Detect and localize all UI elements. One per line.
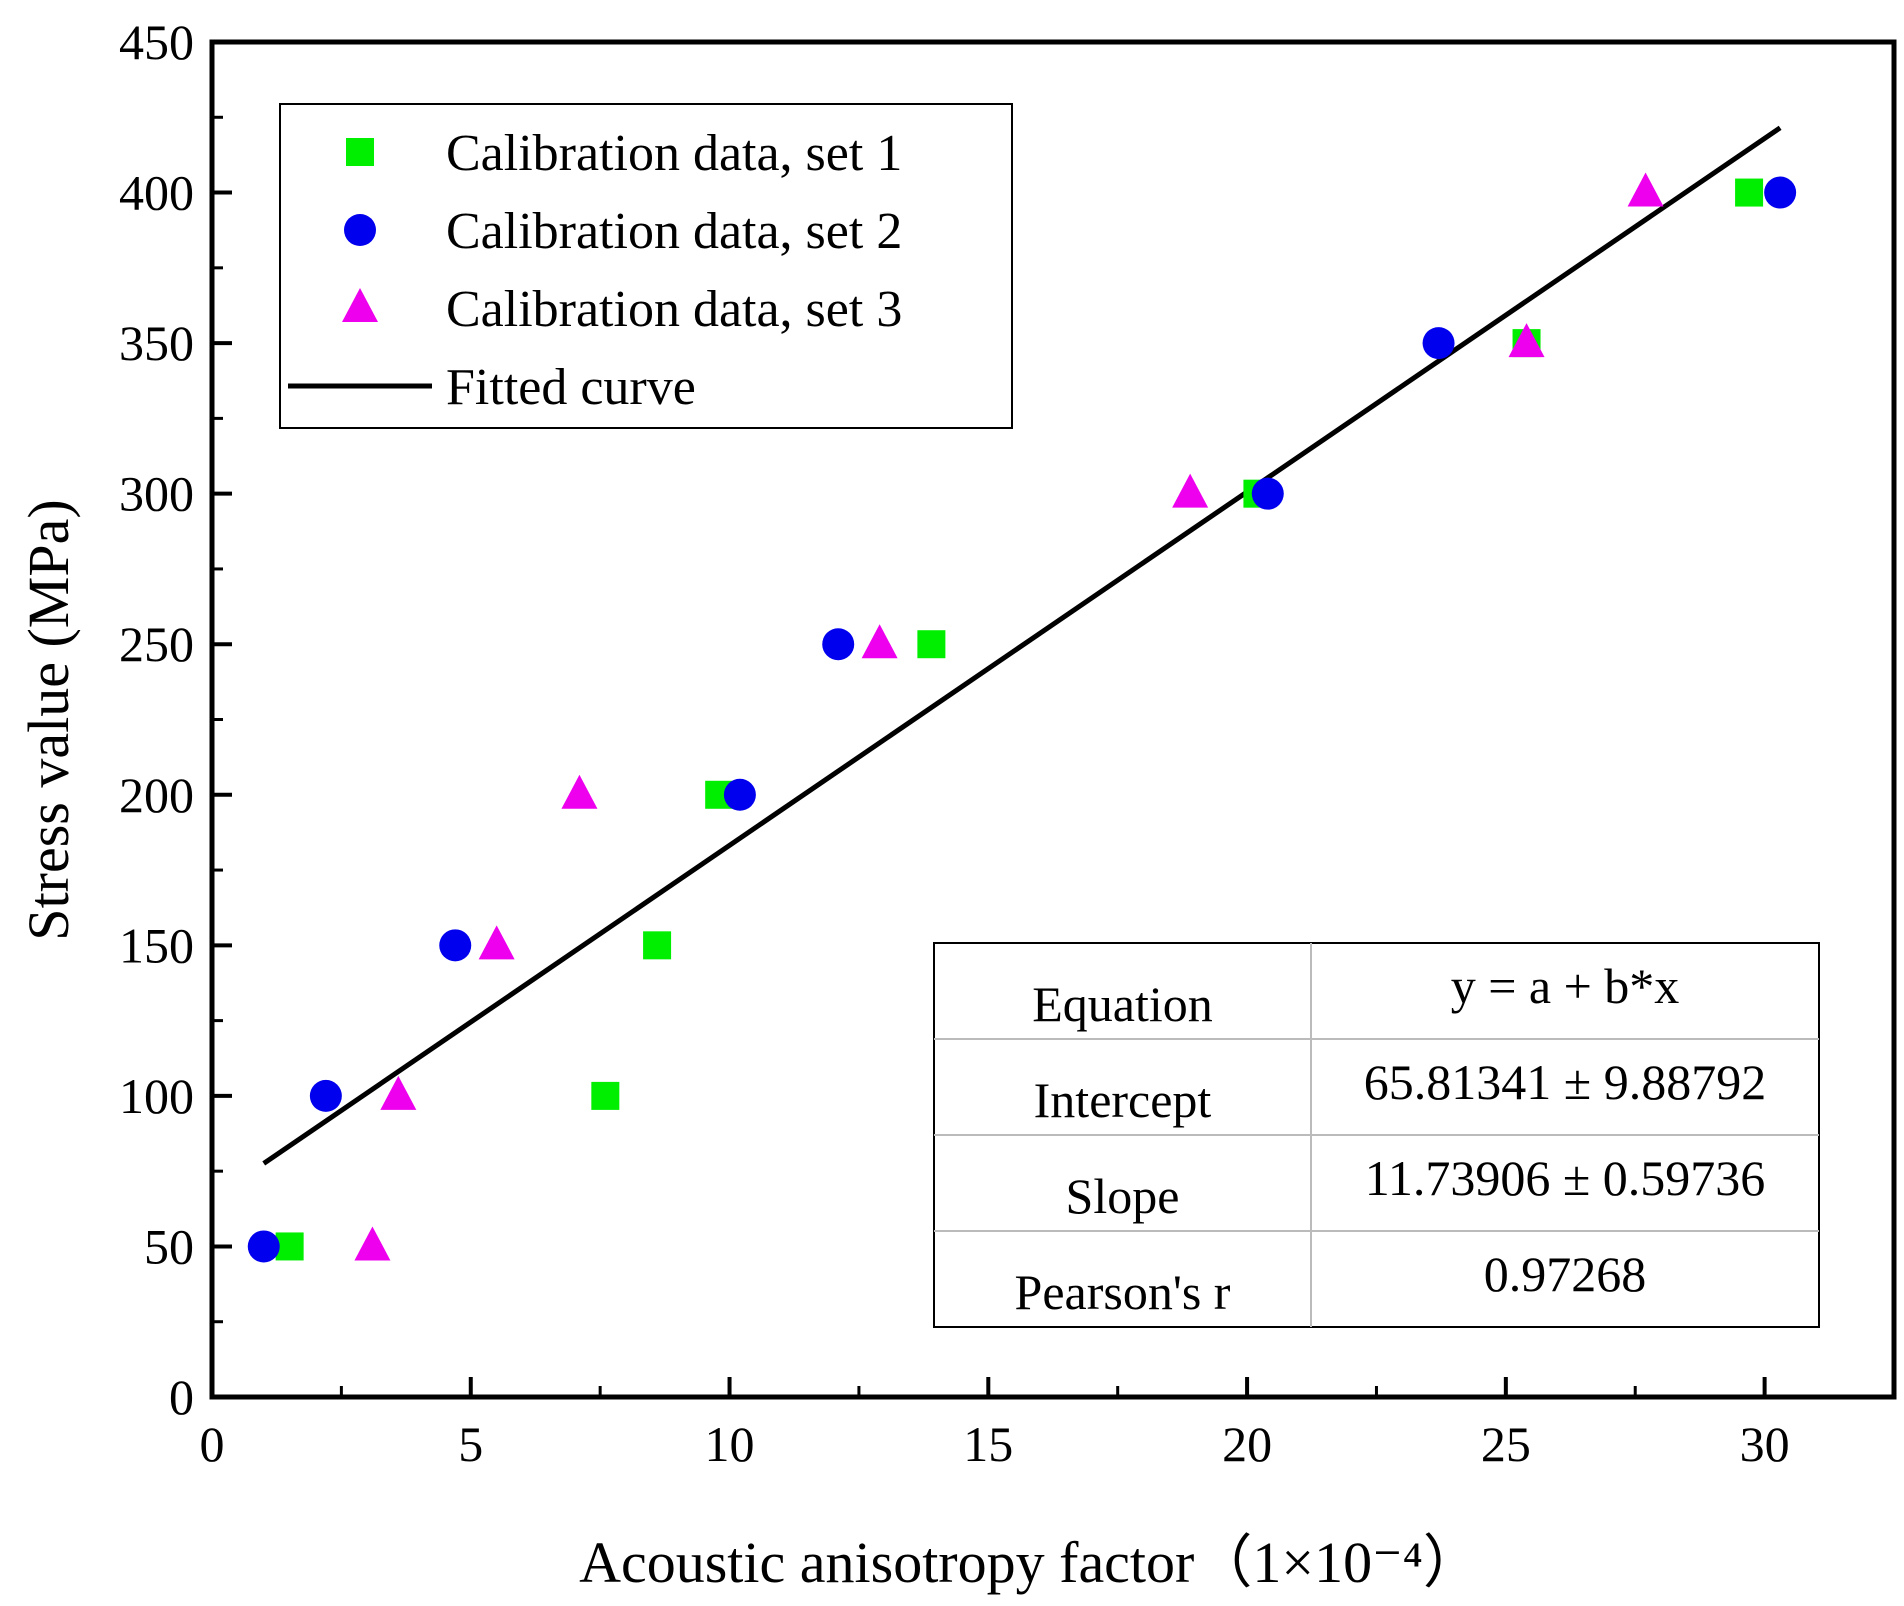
- y-axis-title: Stress value (MPa): [16, 499, 81, 940]
- legend-label: Calibration data, set 3: [446, 281, 902, 338]
- x-tick-label: 10: [705, 1416, 755, 1472]
- series-2-point: [723, 778, 756, 811]
- stats-table: Equation y = a + b*x Intercept 65.81341 ± 9…: [933, 942, 1820, 1328]
- legend: Calibration data, set 1 Calibration data,…: [279, 103, 1013, 429]
- series-2-point: [247, 1230, 280, 1263]
- series-2-point: [1764, 176, 1797, 209]
- series-1-point: [643, 931, 672, 960]
- x-tick-label: 30: [1740, 1416, 1790, 1472]
- stats-table-value: 65.81341 ± 9.88792: [1364, 1054, 1766, 1110]
- legend-label: Fitted curve: [446, 359, 696, 416]
- stats-table-value: y = a + b*x: [1451, 958, 1680, 1014]
- series-1-point: [275, 1232, 304, 1261]
- legend-label: Calibration data, set 2: [446, 203, 902, 260]
- y-tick-label: 0: [169, 1369, 194, 1425]
- series-3-point: [1508, 323, 1545, 358]
- stats-table-value: 11.73906 ± 0.59736: [1365, 1150, 1766, 1206]
- y-tick-label: 450: [119, 14, 194, 70]
- series-3-point: [478, 925, 515, 960]
- y-tick-label: 400: [119, 165, 194, 221]
- x-axis-title: Acoustic anisotropy factor（1×10⁻⁴）: [579, 1530, 1481, 1595]
- series-2-point: [1422, 327, 1455, 360]
- stats-table-value: 0.97268: [1484, 1246, 1647, 1302]
- series-2-point: [309, 1079, 342, 1112]
- series-1-point: [1735, 178, 1764, 207]
- fit-layer: [262, 125, 1782, 1166]
- y-tick-label: 150: [119, 917, 194, 973]
- legend-box: [279, 103, 1013, 429]
- series-3-point: [861, 624, 898, 659]
- y-tick-label: 200: [119, 767, 194, 823]
- legend-marker: [346, 138, 374, 166]
- stats-table-label: Equation: [1032, 976, 1213, 1032]
- series-3-point: [354, 1226, 391, 1261]
- data-points: [247, 172, 1797, 1263]
- x-tick-label: 15: [963, 1416, 1013, 1472]
- series-2-points: [247, 176, 1797, 1263]
- legend-label: Calibration data, set 1: [446, 125, 902, 182]
- series-1-point: [917, 630, 946, 659]
- y-tick-label: 350: [119, 315, 194, 371]
- y-tick-label: 50: [144, 1218, 194, 1274]
- series-3-points: [354, 172, 1664, 1261]
- series-3-point: [561, 774, 598, 809]
- y-tick-label: 250: [119, 616, 194, 672]
- x-tick-label: 25: [1481, 1416, 1531, 1472]
- legend-marker: [344, 214, 376, 246]
- y-tick-label: 100: [119, 1068, 194, 1124]
- y-tick-label: 300: [119, 466, 194, 522]
- stats-table-label: Pearson's r: [1015, 1264, 1231, 1320]
- series-2-point: [439, 929, 472, 962]
- x-tick-label: 0: [200, 1416, 225, 1472]
- stats-table-label: Intercept: [1034, 1072, 1212, 1128]
- stats-table-label: Slope: [1066, 1168, 1180, 1224]
- series-3-point: [1627, 172, 1664, 207]
- legend-marker: [342, 288, 378, 322]
- series-1-point: [591, 1081, 620, 1110]
- series-3-point: [1172, 473, 1209, 508]
- series-3-point: [380, 1075, 417, 1110]
- series-2-point: [822, 628, 855, 661]
- x-tick-label: 5: [458, 1416, 483, 1472]
- fitted-curve-line: [262, 125, 1782, 1166]
- series-2-point: [1251, 477, 1284, 510]
- x-tick-label: 20: [1222, 1416, 1272, 1472]
